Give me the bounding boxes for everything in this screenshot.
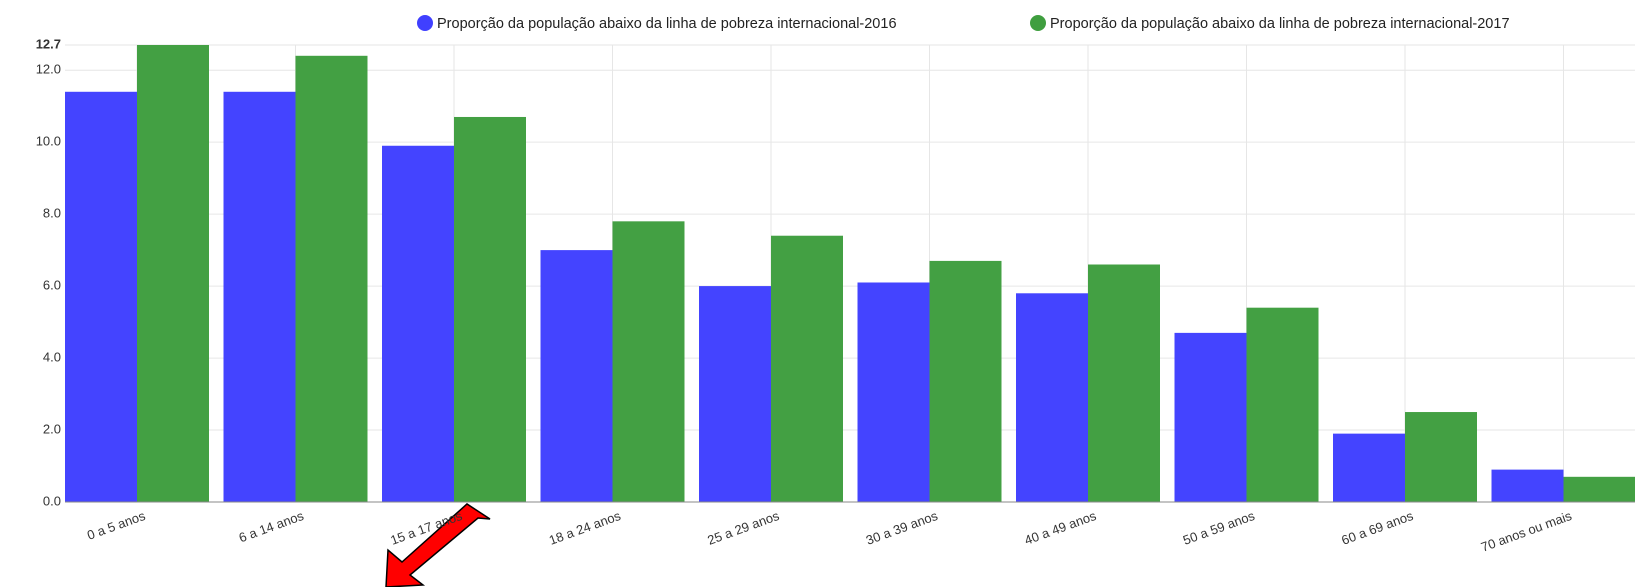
x-tick-label: 18 a 24 anos (547, 508, 623, 548)
legend-text: Proporção da população abaixo da linha d… (1050, 16, 1510, 32)
x-tick-label: 25 a 29 anos (705, 508, 781, 548)
y-tick-label: 4.0 (43, 350, 61, 365)
bar (1174, 332, 1247, 502)
bar (612, 221, 685, 503)
y-tick-label: 6.0 (43, 278, 61, 293)
bar (771, 235, 843, 502)
bar (540, 250, 613, 502)
bar (295, 55, 368, 502)
x-tick-label: 40 a 49 anos (1022, 508, 1098, 548)
annotation-arrow (385, 503, 491, 587)
marks (65, 44, 1635, 503)
legend-text: Proporção da população abaixo da linha d… (437, 16, 897, 32)
bar (1491, 469, 1564, 502)
bar (137, 45, 209, 502)
y-tick-label: 0.0 (43, 493, 61, 508)
x-tick-label: 0 a 5 anos (85, 508, 148, 543)
bar (699, 286, 771, 502)
legend-marker (1030, 15, 1046, 31)
x-tick-label: 6 a 14 anos (237, 508, 306, 546)
bar (1405, 412, 1477, 502)
bar (65, 91, 137, 502)
bar (454, 116, 526, 502)
bar (382, 145, 454, 502)
bar (857, 282, 930, 502)
bar (1088, 264, 1160, 502)
x-tick-label: 30 a 39 anos (864, 508, 940, 548)
bar (223, 91, 296, 502)
y-tick-label: 12.7 (36, 36, 61, 51)
x-tick-label: 70 anos ou mais (1479, 508, 1574, 555)
y-tick-label: 8.0 (43, 206, 61, 221)
bar (1016, 293, 1088, 502)
bar (1246, 307, 1319, 502)
y-tick-label: 10.0 (36, 134, 61, 149)
bar (1333, 433, 1405, 502)
x-tick-label: 60 a 69 anos (1339, 508, 1415, 548)
bar (1563, 476, 1635, 502)
x-tick-label: 50 a 59 anos (1181, 508, 1257, 548)
y-tick-label: 12.0 (36, 62, 61, 77)
bar (929, 260, 1002, 502)
y-tick-label: 2.0 (43, 421, 61, 436)
legend-marker (417, 15, 433, 31)
